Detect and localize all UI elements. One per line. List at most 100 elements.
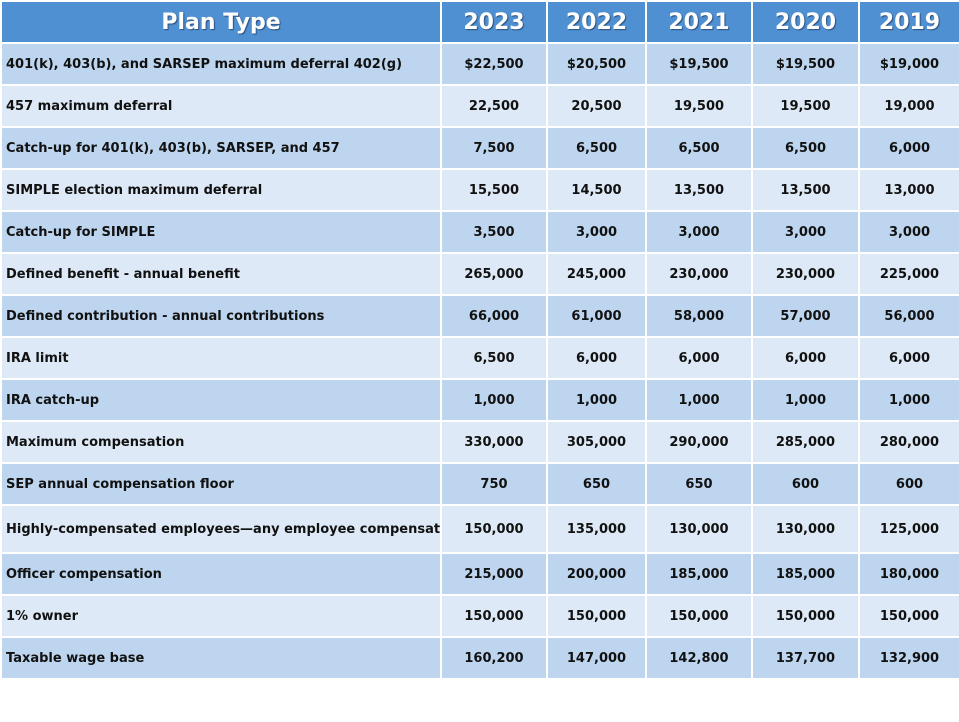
cell-2019: 1,000 — [858, 378, 959, 422]
cell-2023: 150,000 — [440, 594, 548, 638]
cell-2022: 3,000 — [546, 210, 647, 254]
cell-2022: 14,500 — [546, 168, 647, 212]
cell-2022: 147,000 — [546, 636, 647, 680]
cell-2019: 13,000 — [858, 168, 959, 212]
table-row: 457 maximum deferral 22,500 20,500 19,50… — [0, 84, 959, 128]
cell-2020: 137,700 — [751, 636, 860, 680]
cell-2022: 6,000 — [546, 336, 647, 380]
cell-2021: 150,000 — [645, 594, 753, 638]
row-label: Defined contribution - annual contributi… — [0, 294, 442, 338]
cell-2019: 150,000 — [858, 594, 959, 638]
cell-2021: 290,000 — [645, 420, 753, 464]
cell-2022: 200,000 — [546, 552, 647, 596]
cell-2023: 22,500 — [440, 84, 548, 128]
cell-2019: 56,000 — [858, 294, 959, 338]
row-label: IRA limit — [0, 336, 442, 380]
row-label: 1% owner — [0, 594, 442, 638]
row-label: Taxable wage base — [0, 636, 442, 680]
cell-2022: 6,500 — [546, 126, 647, 170]
table-row: 401(k), 403(b), and SARSEP maximum defer… — [0, 42, 959, 86]
cell-2020: 6,500 — [751, 126, 860, 170]
cell-2022: 650 — [546, 462, 647, 506]
cell-2019: 19,000 — [858, 84, 959, 128]
header-row: Plan Type 2023 2022 2021 2020 2019 — [0, 0, 959, 44]
cell-2022: 135,000 — [546, 504, 647, 554]
table-row: SEP annual compensation floor 750 650 65… — [0, 462, 959, 506]
cell-2021: 6,000 — [645, 336, 753, 380]
cell-2022: 61,000 — [546, 294, 647, 338]
table-row: IRA catch-up 1,000 1,000 1,000 1,000 1,0… — [0, 378, 959, 422]
table-row: Highly-compensated employees—any employe… — [0, 504, 959, 554]
cell-2020: 130,000 — [751, 504, 860, 554]
cell-2021: 142,800 — [645, 636, 753, 680]
cell-2020: 3,000 — [751, 210, 860, 254]
cell-2019: 6,000 — [858, 336, 959, 380]
row-label: Catch-up for 401(k), 403(b), SARSEP, and… — [0, 126, 442, 170]
cell-2020: 230,000 — [751, 252, 860, 296]
cell-2021: 185,000 — [645, 552, 753, 596]
table-row: IRA limit 6,500 6,000 6,000 6,000 6,000 — [0, 336, 959, 380]
row-label: Catch-up for SIMPLE — [0, 210, 442, 254]
cell-2023: 66,000 — [440, 294, 548, 338]
table-row: Catch-up for SIMPLE 3,500 3,000 3,000 3,… — [0, 210, 959, 254]
header-year-2023: 2023 — [440, 0, 548, 44]
cell-2020: 1,000 — [751, 378, 860, 422]
header-year-2019: 2019 — [858, 0, 959, 44]
header-year-2022: 2022 — [546, 0, 647, 44]
cell-2021: 3,000 — [645, 210, 753, 254]
row-label: IRA catch-up — [0, 378, 442, 422]
cell-2020: 185,000 — [751, 552, 860, 596]
cell-2021: $19,500 — [645, 42, 753, 86]
cell-2021: 230,000 — [645, 252, 753, 296]
cell-2021: 19,500 — [645, 84, 753, 128]
table-row: SIMPLE election maximum deferral 15,500 … — [0, 168, 959, 212]
row-label: 457 maximum deferral — [0, 84, 442, 128]
cell-2023: 3,500 — [440, 210, 548, 254]
row-label: SEP annual compensation floor — [0, 462, 442, 506]
cell-2022: 1,000 — [546, 378, 647, 422]
cell-2023: 7,500 — [440, 126, 548, 170]
cell-2023: 750 — [440, 462, 548, 506]
cell-2023: 6,500 — [440, 336, 548, 380]
cell-2019: 225,000 — [858, 252, 959, 296]
cell-2020: $19,500 — [751, 42, 860, 86]
cell-2021: 650 — [645, 462, 753, 506]
cell-2019: 3,000 — [858, 210, 959, 254]
cell-2023: 160,200 — [440, 636, 548, 680]
row-label: 401(k), 403(b), and SARSEP maximum defer… — [0, 42, 442, 86]
cell-2021: 1,000 — [645, 378, 753, 422]
cell-2022: 150,000 — [546, 594, 647, 638]
header-year-2020: 2020 — [751, 0, 860, 44]
row-label: Defined benefit - annual benefit — [0, 252, 442, 296]
cell-2022: 20,500 — [546, 84, 647, 128]
cell-2019: 180,000 — [858, 552, 959, 596]
table-row: Defined contribution - annual contributi… — [0, 294, 959, 338]
cell-2023: 15,500 — [440, 168, 548, 212]
cell-2021: 130,000 — [645, 504, 753, 554]
cell-2021: 6,500 — [645, 126, 753, 170]
header-plan-type: Plan Type — [0, 0, 442, 44]
cell-2019: 6,000 — [858, 126, 959, 170]
cell-2022: 245,000 — [546, 252, 647, 296]
cell-2019: 125,000 — [858, 504, 959, 554]
cell-2020: 600 — [751, 462, 860, 506]
cell-2021: 13,500 — [645, 168, 753, 212]
row-label: Highly-compensated employees—any employe… — [0, 504, 442, 554]
table-row: 1% owner 150,000 150,000 150,000 150,000… — [0, 594, 959, 638]
row-label: Maximum compensation — [0, 420, 442, 464]
cell-2019: 280,000 — [858, 420, 959, 464]
cell-2023: 265,000 — [440, 252, 548, 296]
cell-2020: 57,000 — [751, 294, 860, 338]
table-row: Officer compensation 215,000 200,000 185… — [0, 552, 959, 596]
row-label: Officer compensation — [0, 552, 442, 596]
cell-2019: 600 — [858, 462, 959, 506]
cell-2019: 132,900 — [858, 636, 959, 680]
cell-2022: $20,500 — [546, 42, 647, 86]
cell-2021: 58,000 — [645, 294, 753, 338]
cell-2023: $22,500 — [440, 42, 548, 86]
plan-limits-table: Plan Type 2023 2022 2021 2020 2019 401(k… — [0, 0, 959, 680]
cell-2022: 305,000 — [546, 420, 647, 464]
cell-2023: 215,000 — [440, 552, 548, 596]
cell-2023: 150,000 — [440, 504, 548, 554]
cell-2019: $19,000 — [858, 42, 959, 86]
